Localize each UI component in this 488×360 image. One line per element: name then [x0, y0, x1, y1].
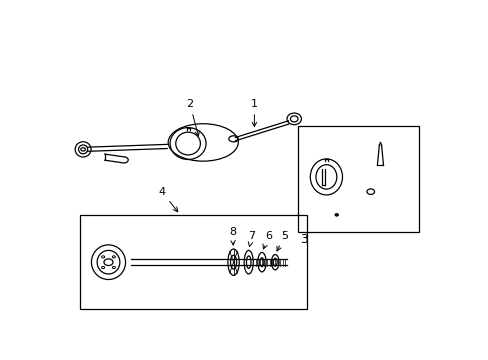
Text: 5: 5: [276, 231, 287, 251]
Text: 2: 2: [186, 99, 199, 136]
Text: 8: 8: [228, 227, 236, 245]
Text: 7: 7: [248, 231, 255, 247]
Text: 6: 6: [263, 231, 272, 249]
Bar: [80, 215, 307, 309]
Text: 4: 4: [158, 186, 177, 212]
Text: 3: 3: [299, 233, 307, 246]
Bar: [297, 126, 418, 232]
Text: 1: 1: [250, 99, 257, 127]
Circle shape: [334, 213, 338, 216]
